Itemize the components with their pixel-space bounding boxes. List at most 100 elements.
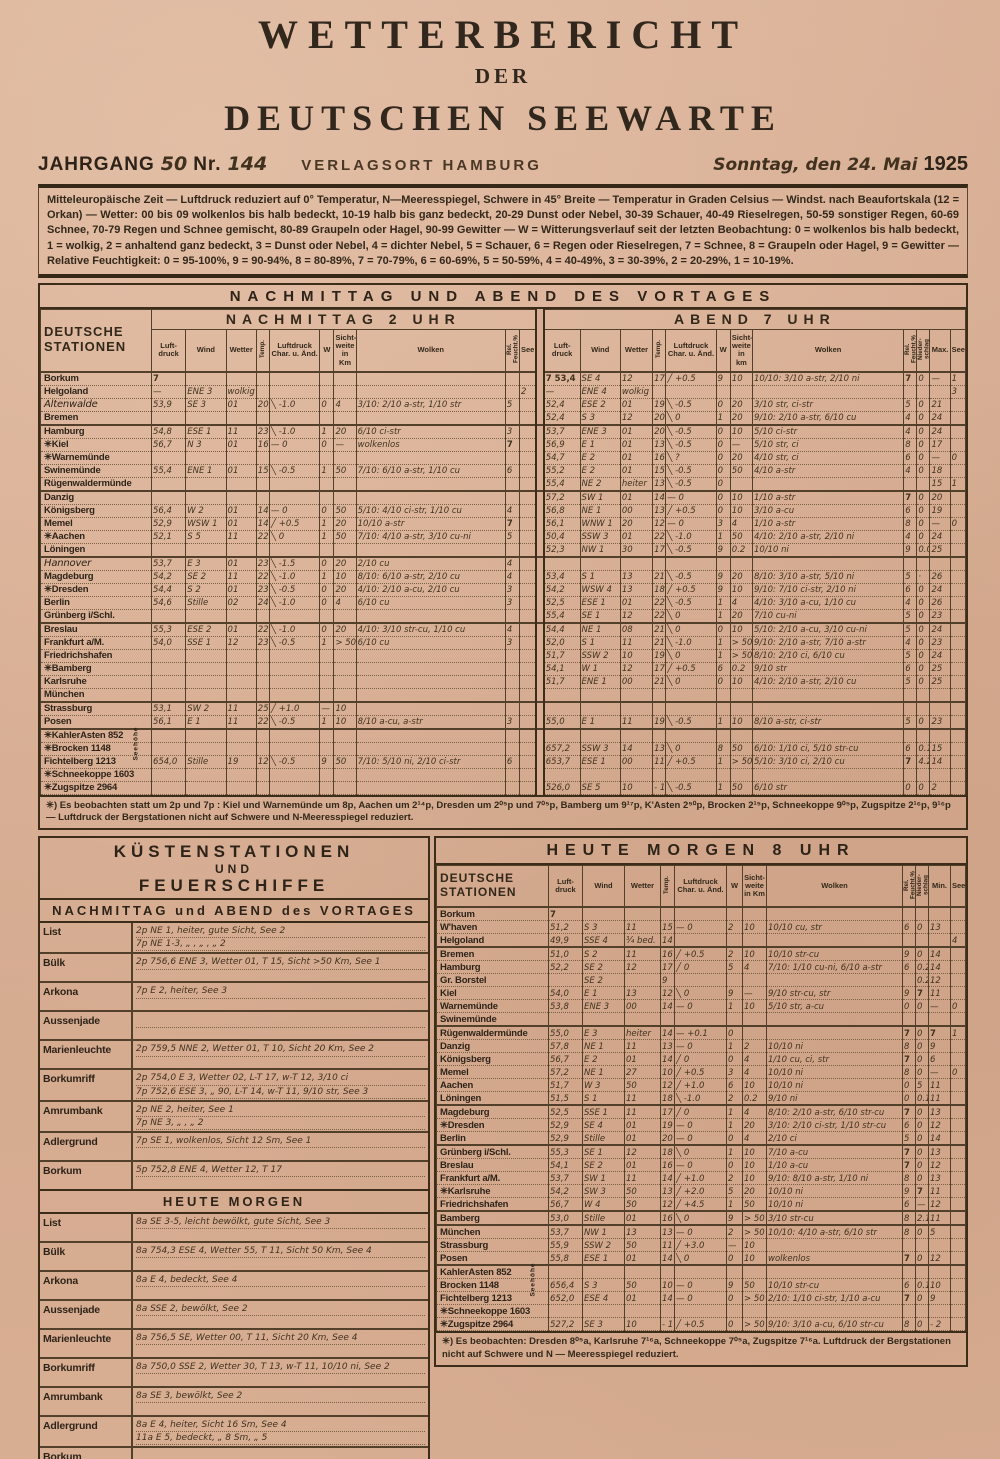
data-cell: 16 <box>660 1210 675 1226</box>
data-cell <box>949 438 967 452</box>
data-cell: 13 <box>624 1224 661 1240</box>
data-cell: 10 <box>729 489 753 505</box>
data-cell: 0 <box>915 1158 929 1173</box>
table-row: Aachen 51,7 W 3 50 12 ╱ +1.0 6 10 10/10 ni 0 5 11 <box>436 1078 966 1093</box>
station-name: Löningen <box>40 543 152 557</box>
data-cell: ╱ +0.5 <box>674 1317 727 1332</box>
data-cell: 1 <box>319 517 335 531</box>
data-cell: 1 <box>715 755 731 769</box>
data-cell <box>268 662 321 676</box>
data-cell <box>950 1078 966 1093</box>
data-cell: 5 <box>726 960 743 975</box>
vortag-footnote: ✳) Es beobachten statt um 2p und 7p : Ki… <box>40 794 966 829</box>
data-cell: 10/10 ni <box>766 1065 903 1080</box>
data-cell <box>729 385 753 399</box>
data-cell: 11 <box>225 700 257 716</box>
data-cell: 0.2 <box>915 960 929 975</box>
data-cell <box>185 489 227 505</box>
data-cell: 19 <box>652 649 667 663</box>
data-cell: ╲ -0.5 <box>268 715 321 729</box>
data-cell <box>268 385 321 399</box>
data-cell: 24 <box>929 649 951 663</box>
table-row: Kiel 54,0 E 1 13 12 ╲ 0 9—9/10 str-cu, str 9 7 11 <box>436 986 966 1001</box>
data-cell <box>949 555 967 571</box>
column-header: W <box>726 865 743 909</box>
column-header: W <box>715 329 731 373</box>
data-cell: 0 <box>715 464 731 478</box>
data-cell: 11 <box>624 1039 661 1054</box>
station-name: Karlsruhe <box>40 675 152 689</box>
data-cell: 0.2 <box>729 543 753 557</box>
data-cell: 01 <box>619 398 654 412</box>
data-cell: 8/10: 3/10 a-str, 5/10 ni <box>751 570 905 584</box>
station-name: Kiel <box>436 986 549 1001</box>
data-cell: 12 <box>660 1197 675 1212</box>
data-cell: 20 <box>660 1131 675 1146</box>
data-cell: 53,4 <box>543 570 581 584</box>
data-cell <box>582 1304 625 1319</box>
data-cell <box>185 411 227 425</box>
data-cell: 10 <box>333 715 357 729</box>
data-cell: 52,9 <box>548 1118 583 1133</box>
data-cell: 01 <box>225 464 257 478</box>
data-cell <box>355 451 506 465</box>
data-cell: 50 <box>333 755 357 769</box>
data-cell: 55,0 <box>548 1025 583 1041</box>
coastal-row: Bülk 2p 756,6 ENE 3, Wetter 01, T 15, Sic… <box>40 954 428 984</box>
data-cell: 6/10 ci-str <box>355 423 506 439</box>
data-cell: 1 <box>950 1025 966 1041</box>
table-row: Strassburg 53,1 SW 2 11 25 ╱ +1.0—10 <box>40 700 967 716</box>
data-cell <box>255 477 270 491</box>
data-cell: Stille <box>185 596 227 610</box>
data-cell: 10/10 ni <box>766 1039 903 1054</box>
data-cell <box>766 1264 903 1280</box>
data-cell: 50 <box>624 1197 661 1212</box>
data-cell <box>504 768 521 782</box>
data-cell: 0 <box>916 464 931 478</box>
data-cell: 23 <box>255 636 270 650</box>
data-cell <box>518 423 537 439</box>
data-cell: > 50 <box>742 1291 767 1306</box>
table-row: Brocken 1148 656,4 S 3 50 10— 0 9 50 10/10 str-… <box>436 1278 966 1293</box>
data-cell <box>950 1144 966 1160</box>
data-cell: 10 <box>928 1278 951 1293</box>
data-cell <box>333 543 357 557</box>
data-cell: heiter <box>624 1025 661 1041</box>
data-cell <box>255 543 270 557</box>
data-cell: 0 <box>916 517 931 531</box>
data-cell <box>225 371 257 386</box>
data-cell: 14 <box>255 517 270 531</box>
data-cell: 18 <box>929 464 951 478</box>
data-cell: 5/10: 3/10 ci, 2/10 cu <box>751 755 905 769</box>
data-cell <box>674 973 727 988</box>
data-cell <box>624 973 661 988</box>
data-cell: 20 <box>742 1184 767 1199</box>
data-cell: ENE 3 <box>582 999 625 1014</box>
data-cell <box>726 933 743 948</box>
data-cell <box>619 555 654 571</box>
data-cell: - 1 <box>652 781 667 795</box>
data-cell: ╲ -0.5 <box>665 596 717 610</box>
station-name: Amrumbank <box>40 1101 133 1131</box>
data-cell: 9 <box>928 1291 951 1306</box>
data-cell: 2.1 <box>915 1210 929 1226</box>
coastal-morgen-banner: HEUTE MORGEN <box>40 1188 428 1214</box>
data-cell <box>742 933 767 948</box>
data-cell: 4 <box>742 960 767 975</box>
data-cell: 0 <box>715 451 731 465</box>
coastal-row: Adlergrund 7p SE 1, wolkenlos, Sicht 12 S… <box>40 1132 428 1162</box>
data-cell <box>579 727 621 743</box>
data-cell: 10 <box>729 583 753 597</box>
data-cell <box>268 688 321 702</box>
data-cell: NE 1 <box>579 504 621 518</box>
data-cell <box>915 1238 929 1253</box>
data-cell: 4/10: 3/10 str-cu, 1/10 cu <box>355 621 506 637</box>
data-cell: WSW 1 <box>185 517 227 531</box>
data-cell: - 1 <box>660 1317 675 1332</box>
data-cell: SW 3 <box>582 1184 625 1199</box>
data-cell: 4/10: 2/10 a-cu, 2/10 cu <box>355 583 506 597</box>
issue-year: 1925 <box>923 153 969 175</box>
data-cell: 4 <box>903 596 918 610</box>
data-cell: 12 <box>652 517 667 531</box>
data-cell: 25 <box>929 675 951 689</box>
